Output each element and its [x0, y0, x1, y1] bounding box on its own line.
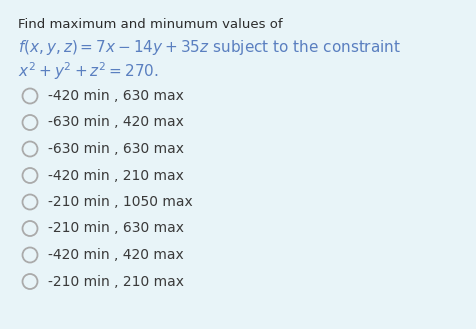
Text: -630 min , 630 max: -630 min , 630 max	[48, 142, 184, 156]
Text: -210 min , 210 max: -210 min , 210 max	[48, 274, 184, 289]
Text: $f(x, y, z) = 7x - 14y + 35z$ subject to the constraint: $f(x, y, z) = 7x - 14y + 35z$ subject to…	[18, 38, 400, 57]
Text: -420 min , 210 max: -420 min , 210 max	[48, 168, 183, 183]
Text: Find maximum and minumum values of: Find maximum and minumum values of	[18, 18, 282, 31]
Text: $x^2 + y^2 + z^2 = 270.$: $x^2 + y^2 + z^2 = 270.$	[18, 60, 159, 82]
Text: -420 min , 630 max: -420 min , 630 max	[48, 89, 183, 103]
Text: -210 min , 1050 max: -210 min , 1050 max	[48, 195, 192, 209]
Text: -210 min , 630 max: -210 min , 630 max	[48, 221, 184, 236]
Text: -420 min , 420 max: -420 min , 420 max	[48, 248, 183, 262]
Text: -630 min , 420 max: -630 min , 420 max	[48, 115, 183, 130]
